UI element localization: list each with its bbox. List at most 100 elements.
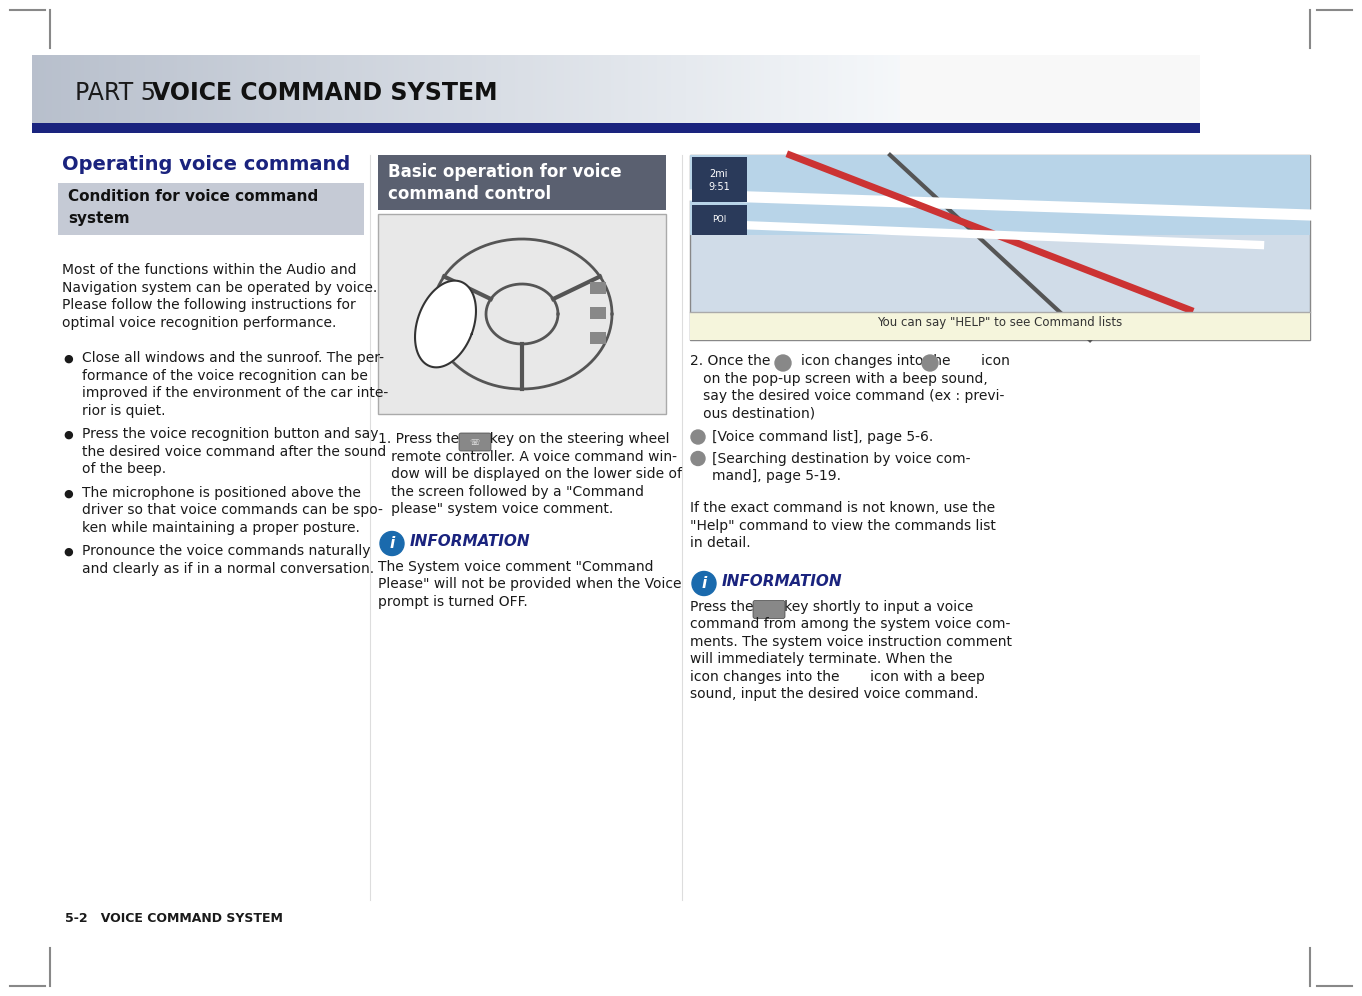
Bar: [211, 55, 215, 133]
Bar: [813, 55, 817, 133]
Text: 9:51: 9:51: [708, 182, 730, 192]
Bar: [229, 55, 233, 133]
Bar: [275, 55, 279, 133]
Text: INFORMATION: INFORMATION: [410, 534, 531, 549]
Bar: [31, 55, 35, 133]
Bar: [200, 55, 204, 133]
Bar: [605, 55, 609, 133]
Bar: [347, 55, 351, 133]
Bar: [573, 55, 577, 133]
Bar: [509, 55, 513, 133]
Text: Basic operation for voice: Basic operation for voice: [388, 163, 621, 181]
Bar: [247, 55, 251, 133]
Bar: [891, 55, 895, 133]
Text: Pronounce the voice commands naturally: Pronounce the voice commands naturally: [82, 544, 370, 558]
Bar: [316, 55, 320, 133]
Text: [Searching destination by voice com-: [Searching destination by voice com-: [712, 451, 971, 465]
Text: i: i: [701, 576, 707, 591]
Bar: [270, 55, 274, 133]
Bar: [507, 55, 511, 133]
Bar: [414, 55, 418, 133]
Bar: [263, 55, 267, 133]
Bar: [350, 55, 354, 133]
Text: ●: ●: [63, 488, 72, 499]
Text: prompt is turned OFF.: prompt is turned OFF.: [379, 595, 527, 609]
Bar: [388, 55, 392, 133]
Bar: [339, 55, 343, 133]
Bar: [744, 55, 748, 133]
Bar: [61, 55, 65, 133]
Bar: [296, 55, 300, 133]
Bar: [168, 55, 172, 133]
Bar: [715, 55, 719, 133]
Bar: [590, 307, 606, 319]
Bar: [633, 55, 637, 133]
Bar: [139, 55, 143, 133]
Text: improved if the environment of the car inte-: improved if the environment of the car i…: [82, 386, 388, 400]
Bar: [782, 55, 786, 133]
Text: command from among the system voice com-: command from among the system voice com-: [691, 617, 1011, 631]
Bar: [177, 55, 181, 133]
Bar: [214, 55, 218, 133]
Text: ous destination): ous destination): [691, 406, 814, 420]
Bar: [69, 55, 74, 133]
Bar: [481, 55, 485, 133]
Bar: [206, 55, 210, 133]
Bar: [180, 55, 184, 133]
Bar: [59, 183, 364, 235]
Bar: [582, 55, 586, 133]
Bar: [772, 55, 776, 133]
Bar: [703, 55, 707, 133]
Bar: [440, 55, 444, 133]
Bar: [72, 55, 76, 133]
Bar: [385, 55, 390, 133]
Bar: [402, 55, 406, 133]
Text: mand], page 5-19.: mand], page 5-19.: [712, 469, 840, 483]
Bar: [342, 55, 346, 133]
Bar: [353, 55, 357, 133]
Bar: [597, 55, 601, 133]
Bar: [692, 157, 746, 202]
Bar: [370, 55, 375, 133]
Bar: [756, 55, 759, 133]
Bar: [735, 55, 740, 133]
Bar: [355, 55, 360, 133]
Bar: [541, 55, 545, 133]
Bar: [821, 55, 825, 133]
Bar: [75, 55, 79, 133]
Bar: [651, 55, 655, 133]
Bar: [787, 55, 791, 133]
Bar: [522, 55, 524, 133]
Bar: [885, 55, 889, 133]
Text: ●: ●: [63, 547, 72, 557]
Bar: [558, 55, 563, 133]
Bar: [133, 55, 138, 133]
Text: Press the voice recognition button and say: Press the voice recognition button and s…: [82, 427, 379, 441]
Bar: [105, 55, 108, 133]
Bar: [376, 55, 380, 133]
Bar: [128, 55, 131, 133]
Bar: [162, 55, 166, 133]
Bar: [417, 55, 421, 133]
Bar: [888, 55, 892, 133]
Text: The System voice comment "Command: The System voice comment "Command: [379, 560, 654, 574]
Bar: [411, 55, 415, 133]
Bar: [692, 55, 696, 133]
Bar: [764, 55, 768, 133]
Text: VOICE COMMAND SYSTEM: VOICE COMMAND SYSTEM: [153, 81, 497, 105]
Text: INFORMATION: INFORMATION: [722, 574, 843, 589]
Bar: [594, 55, 597, 133]
Bar: [110, 55, 114, 133]
Bar: [584, 55, 588, 133]
Bar: [471, 55, 475, 133]
Bar: [857, 55, 861, 133]
Bar: [729, 55, 733, 133]
Bar: [620, 55, 624, 133]
Bar: [785, 55, 789, 133]
Text: Operating voice command: Operating voice command: [63, 155, 350, 174]
Bar: [710, 55, 712, 133]
Text: icon changes into the       icon with a beep: icon changes into the icon with a beep: [691, 669, 985, 683]
Bar: [691, 155, 1310, 340]
Bar: [185, 55, 189, 133]
Bar: [746, 55, 750, 133]
